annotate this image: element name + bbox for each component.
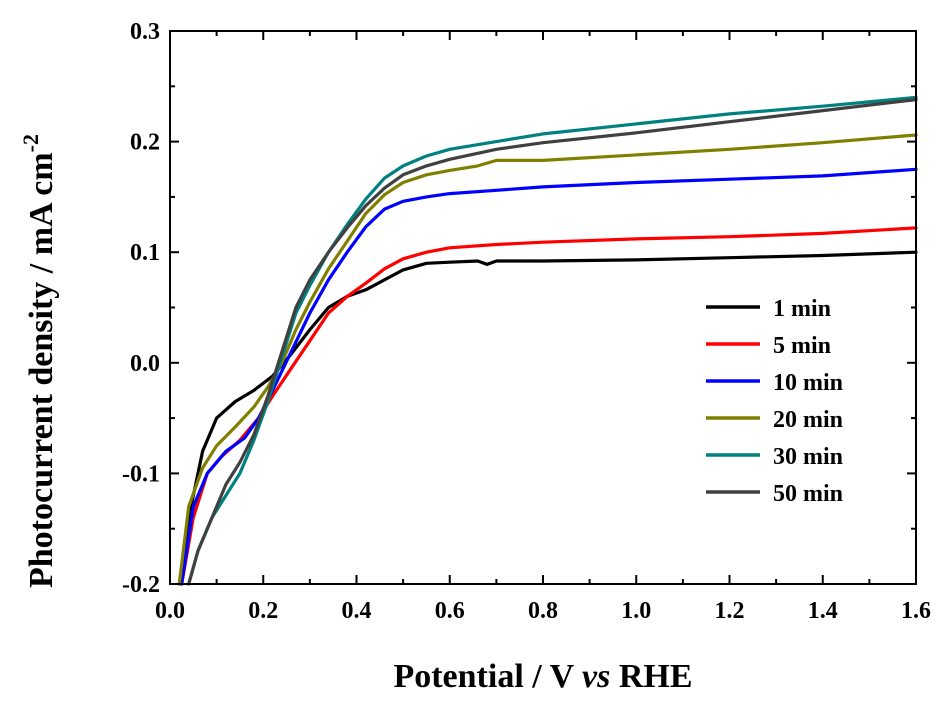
x-axis-title-part3: RHE xyxy=(610,658,692,695)
x-tick-label: 0.6 xyxy=(435,598,465,624)
series-line xyxy=(177,250,918,586)
legend: 1 min 5 min 10 min 20 min 30 min 50 min xyxy=(706,296,843,507)
y-tick-label: 0.2 xyxy=(130,130,160,156)
series-line xyxy=(187,95,918,586)
x-tick-label: 0.8 xyxy=(528,598,558,624)
series-layer xyxy=(177,95,918,586)
x-tick-label: 0.4 xyxy=(342,598,372,624)
y-tick-label: -0.2 xyxy=(122,572,160,598)
legend-label: 10 min xyxy=(773,370,843,396)
ticks-layer: 0.0 0.2 0.4 0.6 0.8 1.0 1.2 1.4 1.6 -0.2 -0.1 0.0 0.… xyxy=(122,19,931,624)
y-axis-title-main: Photocurrent density / mA cm xyxy=(23,152,60,588)
legend-label: 5 min xyxy=(773,333,831,359)
y-axis-title: Photocurrent density / mA cm-2 xyxy=(18,134,60,588)
x-tick-label: 1.0 xyxy=(621,598,651,624)
legend-label: 20 min xyxy=(773,407,843,433)
x-axis-title: Potential / V vs RHE xyxy=(393,658,692,695)
y-axis-title-superscript: -2 xyxy=(18,134,43,152)
legend-label: 50 min xyxy=(773,481,843,507)
x-tick-label: 1.2 xyxy=(715,598,745,624)
y-tick-label: 0.1 xyxy=(130,240,160,266)
x-tick-label: 1.6 xyxy=(901,598,931,624)
x-axis-title-part1: Potential / V xyxy=(393,658,582,695)
y-tick-label: 0.0 xyxy=(130,351,160,377)
x-tick-label: 0.0 xyxy=(155,598,185,624)
x-tick-label: 0.2 xyxy=(248,598,278,624)
series-line xyxy=(177,133,918,586)
legend-label: 30 min xyxy=(773,444,843,470)
x-axis-title-vs: vs xyxy=(582,658,610,695)
series-line xyxy=(187,98,918,586)
series-line xyxy=(180,226,918,586)
series-line xyxy=(180,167,918,586)
y-tick-label: 0.3 xyxy=(130,19,160,45)
y-tick-label: -0.1 xyxy=(122,461,160,487)
legend-label: 1 min xyxy=(773,296,831,322)
x-tick-label: 1.4 xyxy=(808,598,838,624)
